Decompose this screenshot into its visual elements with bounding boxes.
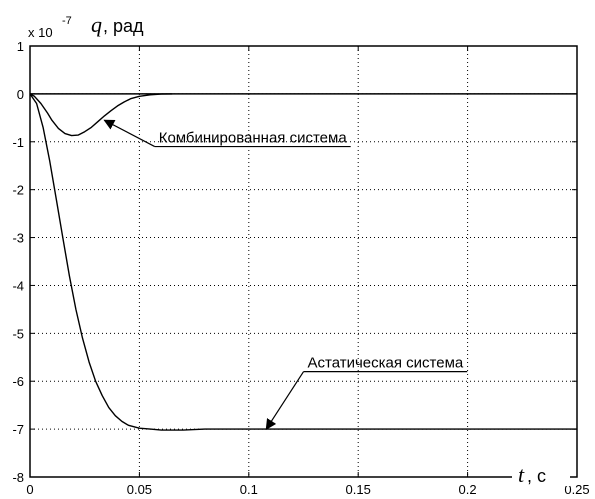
x-tick-label: 0.25 (564, 482, 589, 497)
y-axis-title: q , рад (84, 10, 154, 37)
y-multiplier-exponent: -7 (62, 15, 72, 27)
series-line-1 (29, 93, 173, 137)
x-tick-label: 0.15 (346, 482, 371, 497)
y-tick-label: 1 (17, 39, 24, 54)
x-tick-labels: 0 0.05 0.1 0.15 0.2 0.25 (26, 482, 589, 497)
x-tick-label: 0.1 (240, 482, 258, 497)
series-layer (29, 93, 577, 431)
plot-area-frame (29, 45, 578, 478)
annotation-arrow-1 (103, 119, 155, 148)
annotation-label-1: Комбинированная система (159, 130, 348, 147)
y-tick-label: -7 (12, 422, 24, 437)
x-axis-symbol: t (518, 462, 525, 487)
y-tick-label: 0 (17, 87, 24, 102)
tick-marks (29, 45, 578, 478)
y-tick-label: -1 (12, 135, 24, 150)
y-tick-label: -3 (12, 231, 24, 246)
series-line-2 (29, 93, 577, 431)
y-multiplier: x 10 -7 (28, 15, 72, 40)
y-tick-label: -4 (12, 278, 24, 293)
x-tick-label: 0.05 (127, 482, 152, 497)
y-tick-labels: 1 0 -1 -2 -3 -4 -5 -6 -7 -8 (12, 39, 24, 485)
y-tick-label: -6 (12, 374, 24, 389)
y-tick-label: -2 (12, 183, 24, 198)
x-axis-title: t , c (512, 462, 570, 487)
annotation-arrow-2 (265, 371, 305, 431)
y-axis-unit: , рад (103, 16, 144, 36)
annotations: Комбинированная система Астатическая сист… (103, 119, 468, 431)
x-axis-unit: , c (527, 466, 546, 486)
x-tick-label: 0.2 (459, 482, 477, 497)
y-tick-label: -5 (12, 326, 24, 341)
y-multiplier-base: x 10 (28, 25, 53, 40)
x-tick-label: 0 (26, 482, 33, 497)
grid (30, 46, 577, 477)
annotation-label-2: Астатическая система (308, 355, 464, 372)
y-axis-symbol: q (91, 12, 102, 37)
y-tick-label: -8 (12, 470, 24, 485)
